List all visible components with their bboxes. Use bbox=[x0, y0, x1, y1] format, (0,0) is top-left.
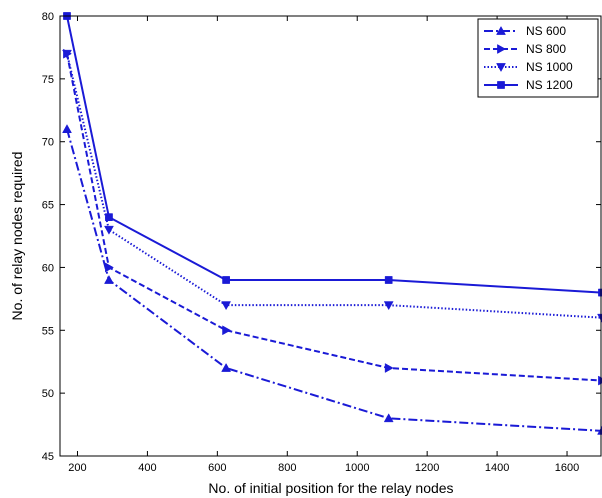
data-point bbox=[384, 363, 394, 373]
data-point bbox=[62, 124, 72, 133]
legend-marker bbox=[496, 63, 506, 73]
x-axis-title: No. of initial position for the relay no… bbox=[208, 480, 453, 496]
data-point bbox=[383, 413, 394, 423]
series-line bbox=[66, 128, 602, 432]
legend-item: NS 600 bbox=[484, 24, 566, 38]
y-tick-label: 55 bbox=[42, 325, 54, 337]
legend-marker bbox=[497, 81, 505, 89]
data-point bbox=[104, 274, 114, 284]
legend-marker bbox=[497, 44, 507, 54]
data-point bbox=[222, 276, 230, 284]
data-point bbox=[221, 301, 232, 311]
y-axis-title: No. of relay nodes required bbox=[9, 152, 25, 321]
legend-label: NS 600 bbox=[526, 24, 566, 38]
x-tick-label: 200 bbox=[68, 462, 86, 474]
series-ns-1200 bbox=[63, 12, 602, 297]
x-tick-label: 1000 bbox=[345, 462, 369, 474]
legend-label: NS 1000 bbox=[526, 60, 573, 74]
data-point bbox=[222, 325, 232, 336]
series-layer bbox=[62, 12, 602, 435]
y-tick-label: 50 bbox=[42, 388, 54, 400]
legend-item: NS 800 bbox=[484, 42, 566, 56]
x-tick-label: 1600 bbox=[555, 462, 579, 474]
y-axis-ticks: 45 50 55 60 65 70 75 80 bbox=[42, 11, 601, 463]
x-tick-label: 1200 bbox=[415, 462, 439, 474]
x-tick-label: 400 bbox=[138, 462, 156, 474]
x-tick-label: 800 bbox=[278, 462, 296, 474]
series-ns-800 bbox=[63, 48, 602, 386]
legend-item: NS 1200 bbox=[484, 78, 573, 92]
y-tick-label: 75 bbox=[42, 74, 54, 86]
legend-marker bbox=[496, 25, 506, 35]
x-tick-label: 1400 bbox=[485, 462, 509, 474]
legend-label: NS 800 bbox=[526, 42, 566, 56]
legend-item: NS 1000 bbox=[484, 60, 573, 74]
y-tick-label: 45 bbox=[42, 451, 54, 463]
y-tick-label: 80 bbox=[42, 11, 54, 23]
legend: NS 600 NS 800 NS 1000 NS 1200 bbox=[477, 18, 599, 98]
series-ns-1000 bbox=[62, 49, 602, 323]
x-tick-label: 600 bbox=[208, 462, 226, 474]
data-point bbox=[383, 301, 394, 311]
x-axis-ticks: 200 400 600 800 1000 1200 1400 1600 bbox=[68, 16, 579, 474]
data-point bbox=[105, 262, 114, 273]
legend-label: NS 1200 bbox=[526, 78, 573, 92]
series-line bbox=[66, 53, 602, 382]
y-tick-label: 60 bbox=[42, 262, 54, 274]
data-point bbox=[384, 276, 393, 284]
y-tick-label: 65 bbox=[42, 200, 54, 212]
plot-frame bbox=[59, 15, 602, 457]
data-point bbox=[104, 225, 114, 235]
data-point bbox=[221, 362, 232, 372]
y-tick-label: 70 bbox=[42, 137, 54, 149]
series-line bbox=[66, 53, 602, 319]
data-point bbox=[105, 213, 113, 221]
data-point bbox=[62, 49, 72, 59]
